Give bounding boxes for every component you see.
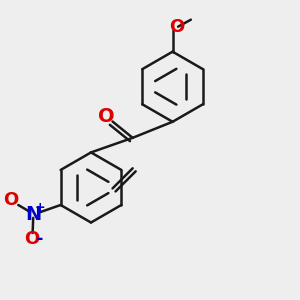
Text: O: O — [24, 230, 40, 248]
Text: +: + — [34, 201, 45, 214]
Text: O: O — [98, 106, 114, 126]
Text: N: N — [25, 205, 41, 224]
Text: O: O — [169, 18, 184, 36]
Text: -: - — [36, 230, 43, 248]
Text: O: O — [3, 190, 19, 208]
